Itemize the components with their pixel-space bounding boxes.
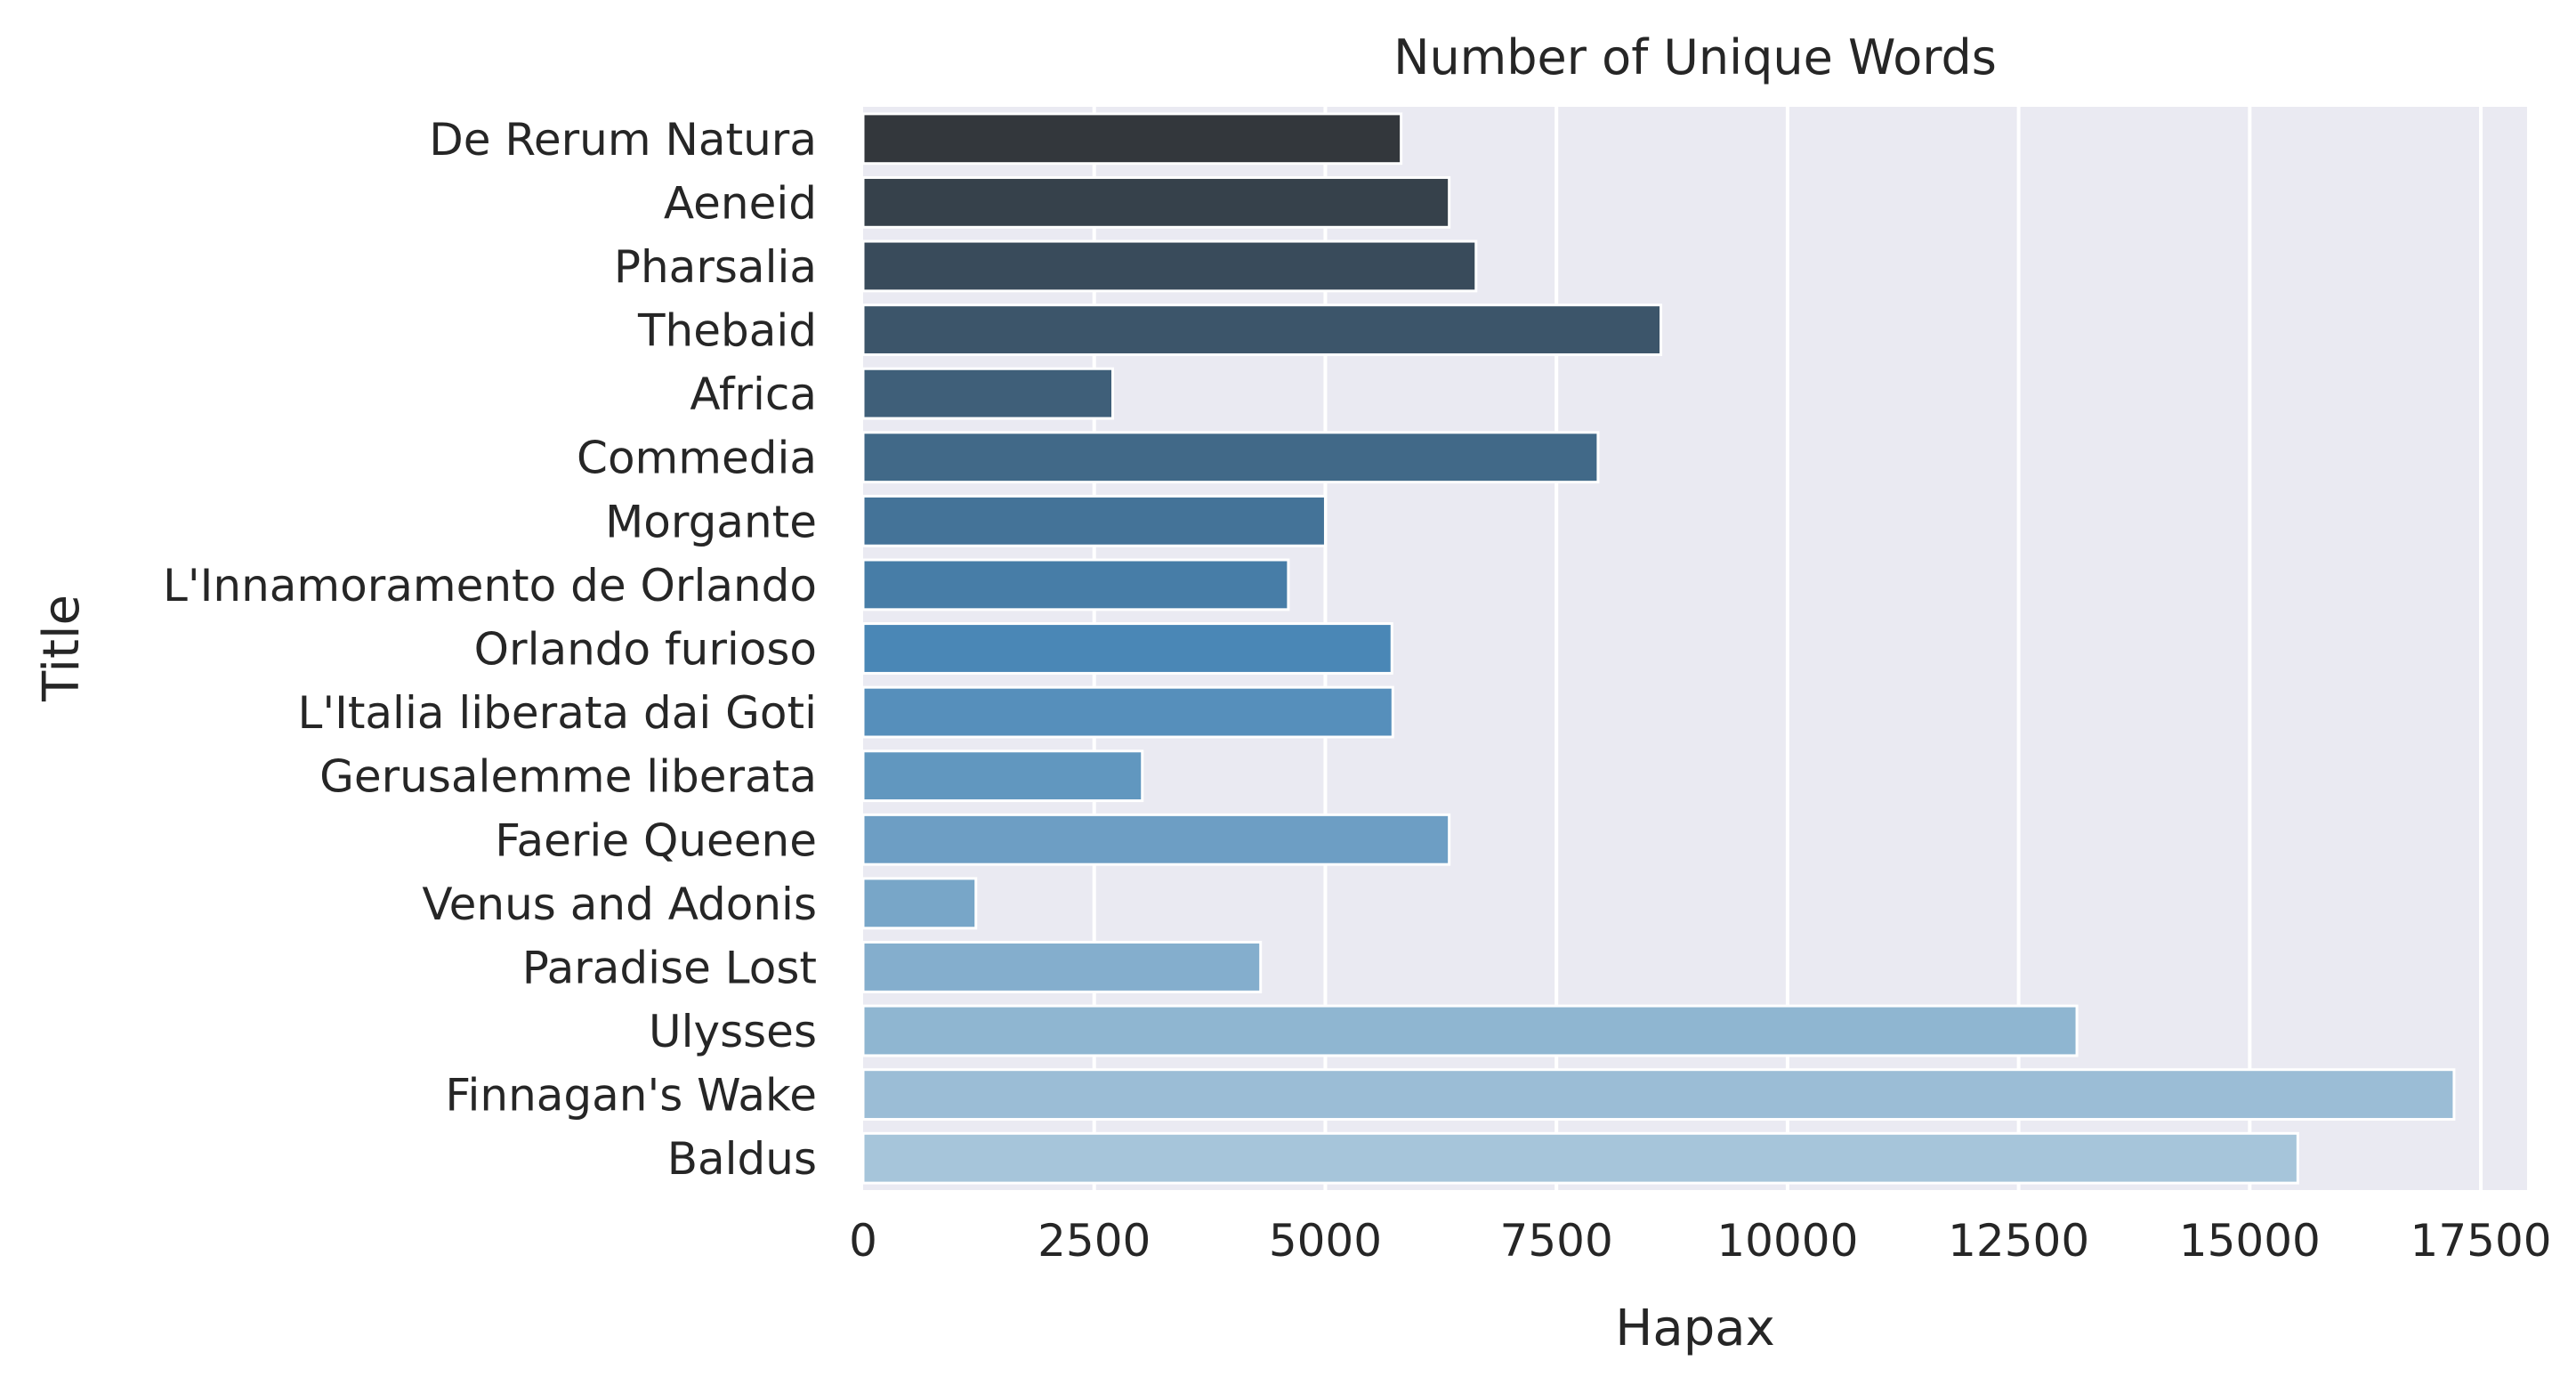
bar bbox=[861, 1068, 2456, 1122]
y-tick-label: Thebaid bbox=[637, 305, 817, 357]
bar bbox=[861, 877, 978, 930]
bar bbox=[861, 239, 1478, 293]
x-tick-label: 10000 bbox=[1716, 1215, 1858, 1267]
bar bbox=[861, 622, 1393, 675]
bar bbox=[861, 431, 1600, 484]
y-axis-label: Title bbox=[33, 595, 91, 702]
bar bbox=[861, 941, 1263, 993]
y-tick-label: Morgante bbox=[605, 496, 817, 547]
x-tick-label: 5000 bbox=[1269, 1215, 1382, 1267]
y-tick-label: Commedia bbox=[577, 433, 817, 484]
x-tick-label: 0 bbox=[849, 1215, 877, 1267]
y-tick-label: Gerusalemme liberata bbox=[319, 751, 817, 803]
bar bbox=[861, 112, 1403, 166]
y-tick-label: Pharsalia bbox=[614, 241, 817, 293]
x-tick-label: 17500 bbox=[2410, 1215, 2552, 1267]
y-tick-label: Venus and Adonis bbox=[422, 879, 817, 930]
y-tick-label: Aeneid bbox=[664, 177, 817, 229]
x-tick-label: 12500 bbox=[1948, 1215, 2089, 1267]
y-tick-label: L'Innamoramento de Orlando bbox=[163, 560, 817, 611]
y-tick-label: De Rerum Natura bbox=[429, 114, 817, 166]
bar bbox=[861, 175, 1451, 229]
y-tick-label: Faerie Queene bbox=[495, 814, 817, 866]
bar bbox=[861, 749, 1144, 803]
y-tick-labels: De Rerum Natura Aeneid Pharsalia Thebaid Afr… bbox=[163, 114, 817, 1185]
y-tick-label: Ulysses bbox=[649, 1006, 817, 1057]
x-tick-labels: 0 2500 5000 7500 10000 12500 15000 17500 bbox=[849, 1215, 2551, 1267]
bar bbox=[861, 304, 1663, 356]
bars bbox=[861, 112, 2456, 1185]
bar bbox=[861, 558, 1290, 611]
bar bbox=[861, 1004, 2079, 1057]
x-tick-label: 7500 bbox=[1500, 1215, 1613, 1267]
y-tick-label: Orlando furioso bbox=[474, 624, 817, 676]
bar bbox=[861, 685, 1394, 739]
bar bbox=[861, 367, 1114, 420]
y-tick-label: Finnagan's Wake bbox=[445, 1070, 817, 1122]
y-tick-label: L'Italia liberata dai Goti bbox=[297, 687, 817, 739]
chart-title: Number of Unique Words bbox=[1393, 29, 1997, 85]
x-tick-label: 15000 bbox=[2179, 1215, 2321, 1267]
y-tick-label: Africa bbox=[690, 368, 817, 420]
bar bbox=[861, 813, 1451, 866]
x-axis-label: Hapax bbox=[1615, 1300, 1774, 1357]
x-tick-label: 2500 bbox=[1038, 1215, 1151, 1267]
bar bbox=[861, 1131, 2299, 1185]
y-tick-label: Baldus bbox=[667, 1133, 817, 1185]
y-tick-label: Paradise Lost bbox=[522, 942, 817, 993]
bar bbox=[861, 494, 1327, 547]
